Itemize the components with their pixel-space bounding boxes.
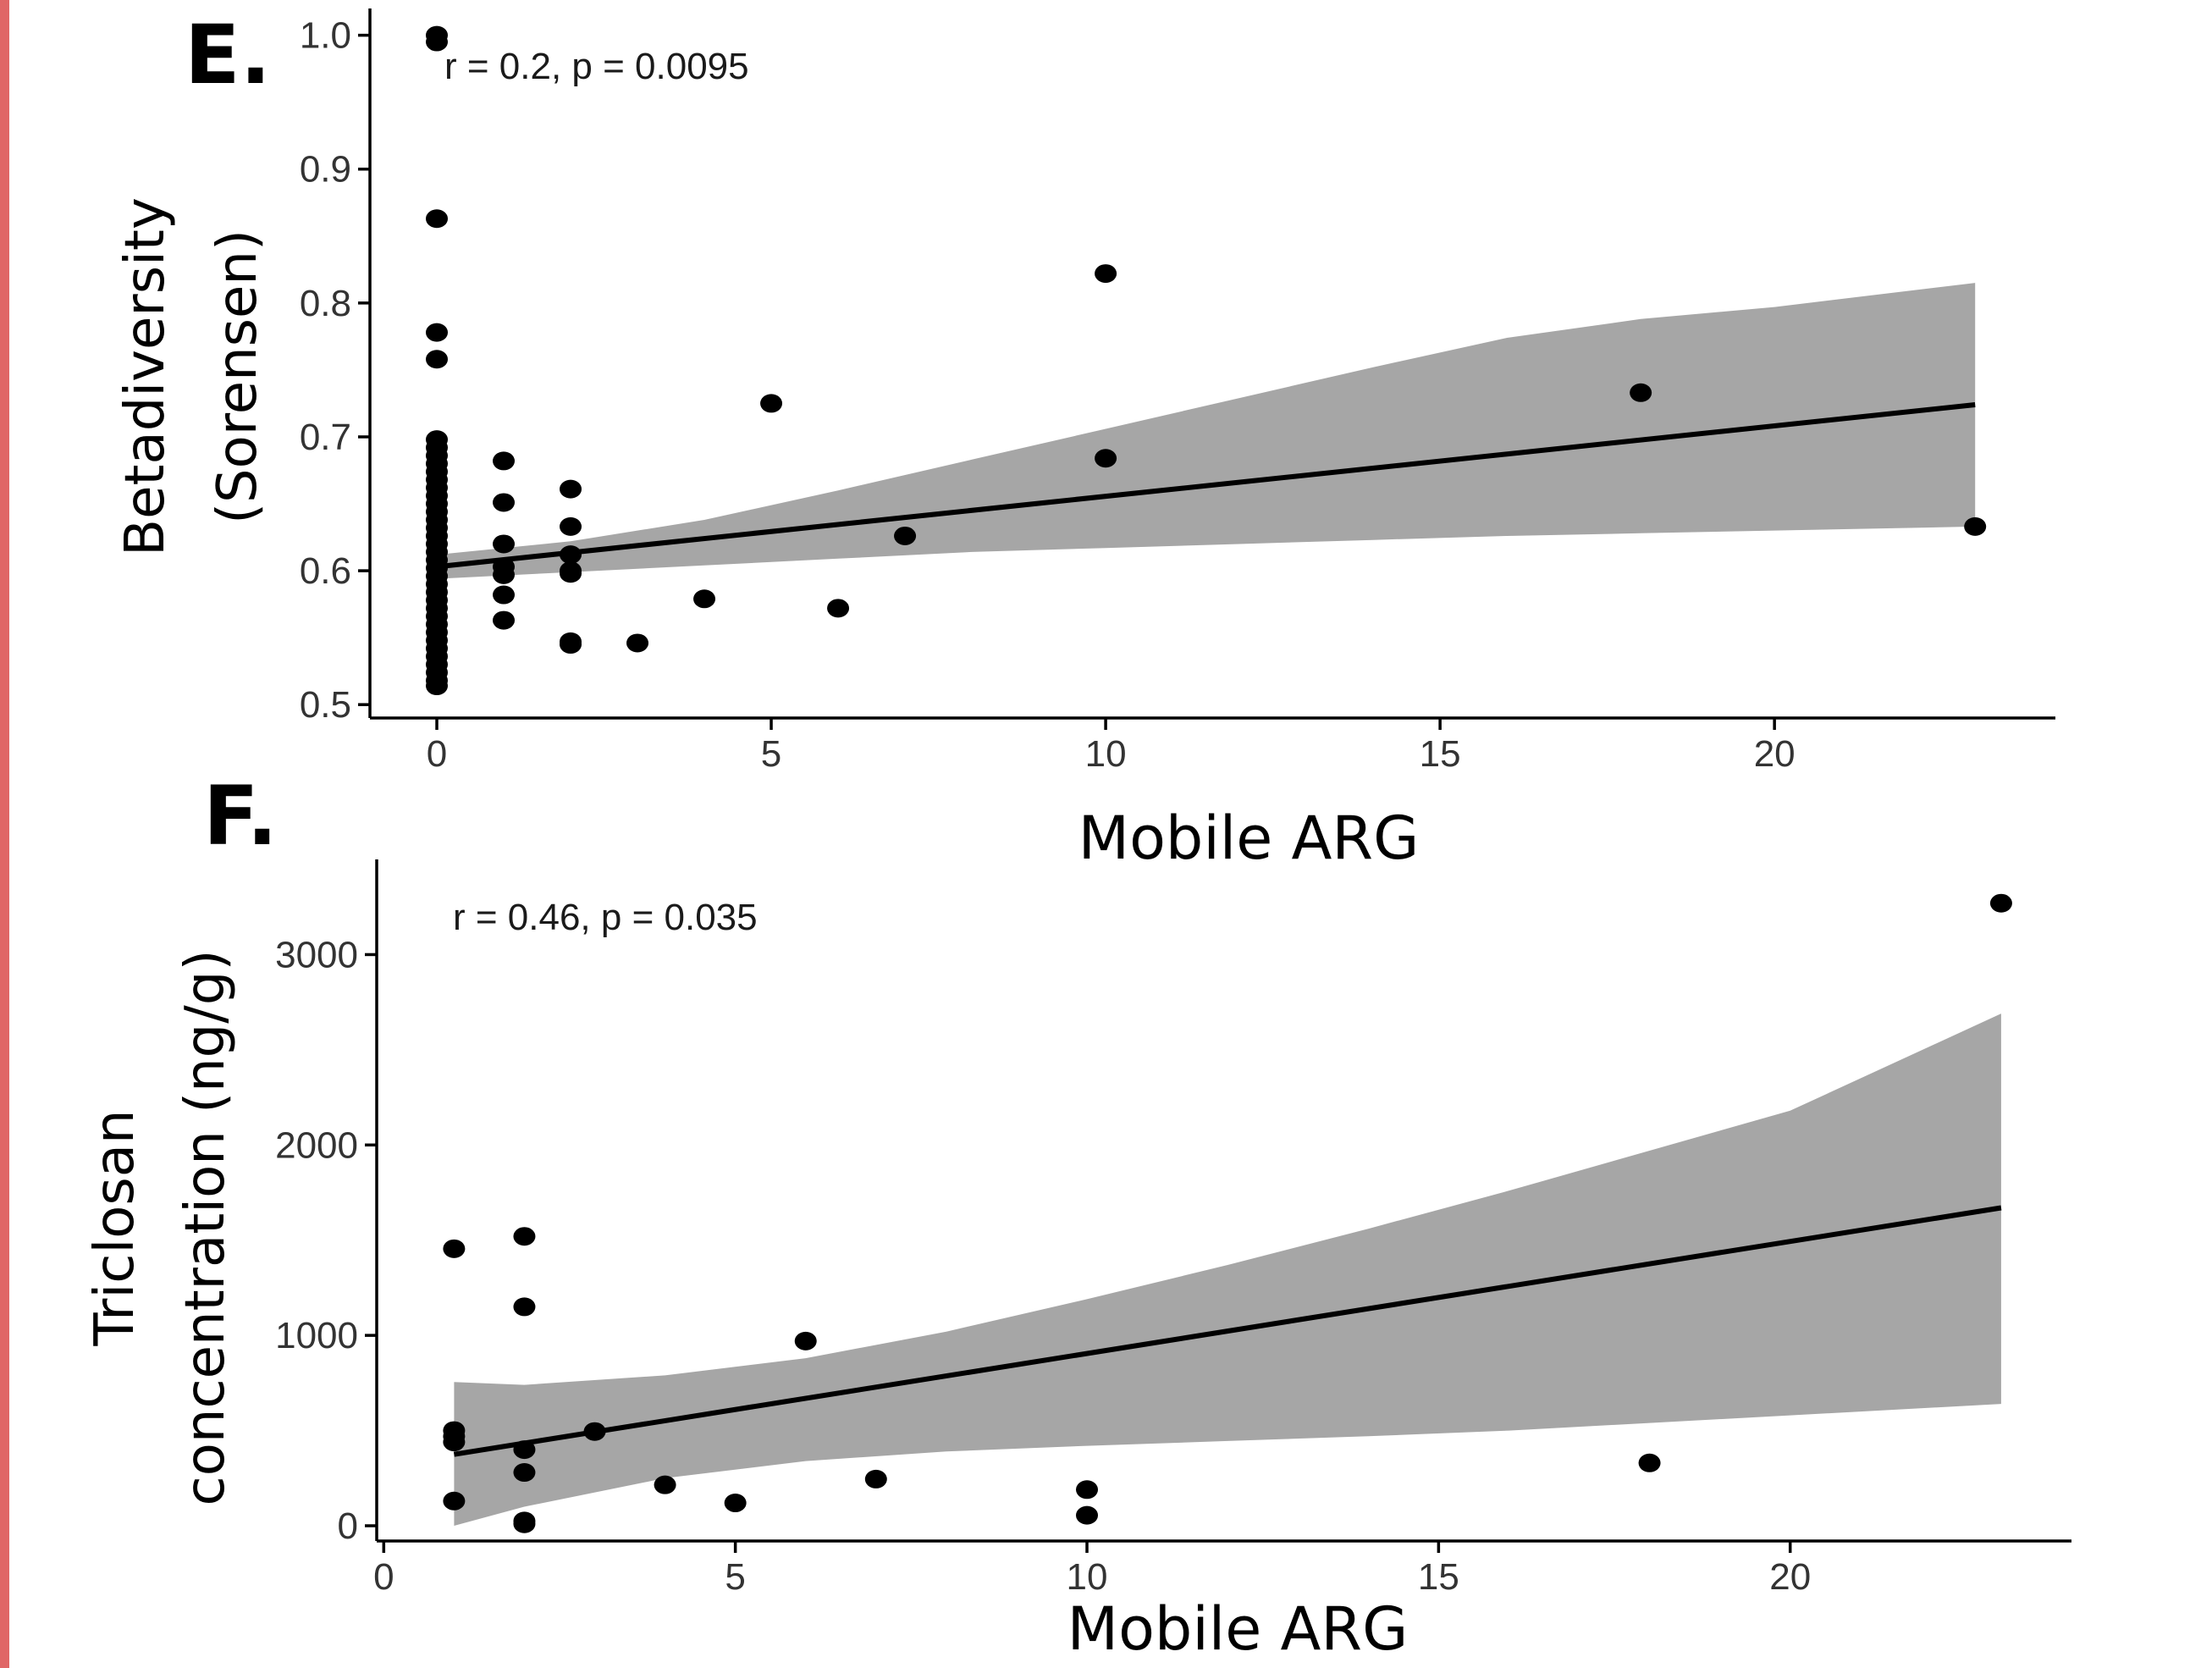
plot-area: 0 5 10 15 20 0.5 0.6 0.7 0.8 0.9 1.0 xyxy=(300,8,2055,775)
data-point xyxy=(443,1239,466,1258)
data-point xyxy=(1095,449,1117,468)
x-tick-label: 10 xyxy=(1067,1556,1108,1598)
data-point xyxy=(724,1494,747,1513)
data-point xyxy=(560,479,582,499)
y-tick-label: 2000 xyxy=(275,1124,358,1166)
data-point xyxy=(1638,1453,1661,1472)
x-tick-label: 0 xyxy=(427,733,447,775)
data-point xyxy=(513,1297,536,1317)
data-point xyxy=(426,32,449,52)
data-point xyxy=(1076,1505,1099,1525)
data-point xyxy=(693,589,716,609)
x-tick-label: 20 xyxy=(1769,1556,1811,1598)
data-point xyxy=(1076,1480,1099,1500)
data-point xyxy=(560,545,582,565)
data-point xyxy=(493,493,516,512)
data-point xyxy=(493,534,516,554)
data-point xyxy=(894,526,917,545)
x-tick-label: 5 xyxy=(725,1556,745,1598)
data-point xyxy=(513,1440,536,1460)
x-tick-label: 15 xyxy=(1420,733,1461,775)
x-tick-label: 10 xyxy=(1085,733,1127,775)
y-tick-label: 0 xyxy=(338,1505,358,1547)
correlation-annotation: r = 0.2, p = 0.0095 xyxy=(444,46,749,87)
data-point xyxy=(426,677,449,696)
correlation-annotation: r = 0.46, p = 0.035 xyxy=(453,897,758,938)
data-point xyxy=(760,394,783,413)
data-point xyxy=(513,1514,536,1533)
confidence-band xyxy=(454,1014,2001,1526)
plot-area: 0 5 10 15 20 0 1000 2000 3000 xyxy=(275,859,2071,1598)
data-point xyxy=(1095,264,1117,284)
left-border-strip xyxy=(0,0,9,1668)
data-point xyxy=(864,1469,887,1488)
data-point xyxy=(626,633,649,653)
data-point xyxy=(827,599,850,618)
regression-line xyxy=(436,402,1976,570)
x-axis-title: Mobile ARG xyxy=(1078,804,1420,873)
x-tick-label: 20 xyxy=(1754,733,1796,775)
y-axis-title-line2: concentration (ng/g) xyxy=(174,950,237,1506)
data-point xyxy=(426,350,449,369)
panel-e: E. r = 0.2, p = 0.0095 Mobile ARG Betadi… xyxy=(114,8,2055,873)
y-axis-title-line2: (Sorensen) xyxy=(207,229,269,524)
x-axis-title: Mobile ARG xyxy=(1067,1594,1409,1664)
y-tick-label: 0.8 xyxy=(300,283,351,324)
panel-label: F. xyxy=(203,769,278,864)
y-tick-label: 0.6 xyxy=(300,550,351,592)
y-axis-title-line1: Triclosan xyxy=(84,1109,146,1346)
data-point xyxy=(1989,893,2012,913)
data-point xyxy=(493,565,516,584)
y-tick-label: 1.0 xyxy=(300,15,351,57)
data-point xyxy=(1964,516,1987,536)
panel-label: E. xyxy=(185,8,271,102)
regression-line xyxy=(453,1205,2002,1457)
y-tick-label: 0.7 xyxy=(300,417,351,458)
data-point xyxy=(1630,383,1652,402)
confidence-band xyxy=(437,283,1976,579)
data-point xyxy=(794,1331,817,1350)
y-tick-label: 1000 xyxy=(275,1315,358,1356)
x-tick-label: 15 xyxy=(1418,1556,1459,1598)
data-point xyxy=(560,635,582,654)
data-point xyxy=(443,1433,466,1452)
x-tick-label: 5 xyxy=(761,733,781,775)
y-tick-label: 0.9 xyxy=(300,149,351,191)
data-point xyxy=(493,585,516,605)
y-axis-title-line1: Betadiversity xyxy=(114,197,177,556)
data-point xyxy=(426,323,449,342)
y-tick-label: 0.5 xyxy=(300,684,351,726)
data-point xyxy=(513,1227,536,1246)
data-point xyxy=(443,1491,466,1511)
data-point xyxy=(493,451,516,471)
y-tick-label: 3000 xyxy=(275,934,358,975)
data-point xyxy=(426,209,449,229)
x-tick-label: 0 xyxy=(373,1556,394,1598)
data-point xyxy=(513,1463,536,1483)
data-point xyxy=(654,1475,676,1494)
data-point xyxy=(560,516,582,536)
data-point xyxy=(583,1422,606,1441)
data-point xyxy=(493,610,516,630)
data-point xyxy=(560,564,582,583)
panel-f: F. r = 0.46, p = 0.035 Mobile ARG Triclo… xyxy=(84,769,2071,1664)
